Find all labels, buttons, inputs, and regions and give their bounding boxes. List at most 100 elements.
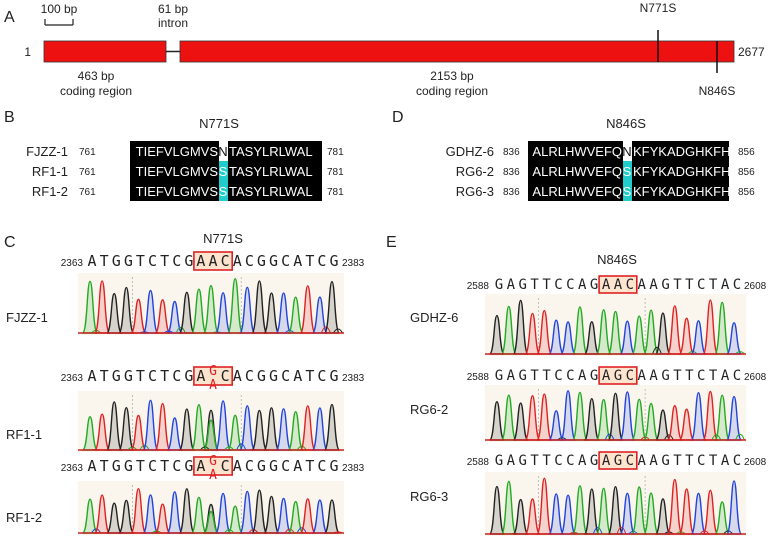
het-base-bottom: A — [209, 468, 217, 483]
trace-peak-A — [81, 280, 99, 334]
trace-peak-C — [311, 407, 329, 451]
base-letter: T — [673, 368, 682, 384]
base-letter: T — [160, 252, 169, 270]
base-letter: C — [566, 277, 574, 293]
base-letter: G — [330, 457, 339, 475]
codon-letter: A — [602, 453, 611, 469]
base-letter: C — [733, 453, 741, 469]
residues-right: TASYLRLWAL — [229, 184, 313, 199]
base-letter: G — [257, 252, 266, 270]
codon-letter: G — [614, 368, 622, 384]
trace-peak-C — [548, 319, 565, 355]
trace-noise — [652, 346, 662, 355]
trace-peak-C — [142, 289, 159, 334]
base-letter: A — [578, 277, 587, 293]
trace-peak-A — [190, 288, 208, 334]
trace-peak-T — [678, 408, 695, 441]
trace-peak-G — [583, 321, 600, 355]
base-letter: G — [124, 457, 133, 475]
exon-2 — [179, 40, 735, 63]
trace-peak-T — [93, 280, 111, 334]
exon-1-desc: coding region — [60, 84, 132, 98]
base-letter: T — [305, 457, 314, 475]
panel-label-e: E — [386, 234, 397, 251]
intron-label: intron — [158, 16, 188, 30]
trace-peak-G — [654, 312, 671, 355]
base-letter: C — [148, 367, 157, 385]
mutant-residue-highlight — [623, 181, 632, 201]
trace-peak-G — [118, 406, 135, 451]
residues-left: ALRLHWVEFQ — [532, 164, 622, 179]
trace-peak-C — [619, 391, 636, 441]
residues-right: KFYKADGHKFH — [633, 144, 731, 159]
trace-peak-T — [678, 488, 695, 535]
trace-peak-T — [678, 317, 695, 355]
codon-box — [598, 275, 638, 294]
codon-letter: C — [221, 367, 230, 385]
base-letter: C — [317, 367, 326, 385]
nucleotide-end: 2608 — [744, 457, 767, 468]
trace-noise — [711, 434, 722, 441]
trace-peak-T — [536, 393, 553, 441]
trace-peak-T — [702, 489, 719, 535]
panel-label-c: C — [4, 234, 16, 251]
base-letter: A — [638, 277, 647, 293]
sample-label: GDHZ-6 — [410, 310, 458, 325]
trace-peak-T — [299, 285, 316, 334]
residue-site: N — [218, 144, 227, 159]
trace-noise — [333, 328, 343, 334]
trace-noise — [320, 326, 331, 334]
trace-peak-G — [323, 280, 341, 334]
nucleotide-start: 2363 — [61, 463, 84, 474]
trace-peak-G — [251, 409, 268, 451]
trace-peak-A — [227, 505, 244, 534]
trace-peak-G — [106, 292, 123, 334]
base-letter: C — [245, 367, 254, 385]
base-letter: G — [661, 453, 669, 469]
trace-peak-T — [93, 413, 111, 451]
base-letter: G — [184, 457, 193, 475]
base-letter: C — [566, 453, 574, 469]
base-letter: T — [100, 457, 109, 475]
residues-left: TIEFVLGMVS — [136, 144, 219, 159]
base-letter: A — [649, 368, 658, 384]
base-letter: G — [330, 367, 339, 385]
base-letter: C — [697, 368, 705, 384]
base-letter: T — [100, 367, 109, 385]
trace-peak-C — [239, 490, 256, 534]
scale-bar-label: 100 bp — [41, 2, 78, 16]
residues-left: ALRLHWVEFQ — [532, 144, 622, 159]
trace-peak-G — [251, 489, 268, 534]
trace-peak-C — [690, 320, 707, 355]
base-letter: T — [136, 252, 145, 270]
base-letter: A — [578, 453, 587, 469]
sample-label: RF1-2 — [32, 184, 68, 199]
trace-peak-T — [702, 299, 719, 355]
codon-box — [193, 251, 233, 271]
trace-peak-G — [323, 403, 341, 451]
residues-right: KFYKADGHKFH — [633, 184, 731, 199]
base-letter: C — [566, 368, 574, 384]
trace-peak-A — [571, 306, 588, 355]
base-letter: T — [709, 368, 718, 384]
trace-peak-C — [726, 395, 743, 441]
residue-start: 836 — [503, 167, 520, 178]
nucleotide-start: 2363 — [61, 373, 84, 384]
trace-peak-A — [81, 416, 99, 451]
trace-peak-G — [583, 488, 600, 535]
base-letter: A — [233, 367, 242, 385]
residue-end: 856 — [738, 167, 755, 178]
base-letter: A — [88, 367, 97, 385]
base-letter: G — [184, 367, 193, 385]
base-letter: A — [507, 453, 516, 469]
panel-label-a: A — [4, 9, 15, 26]
trace-peak-C — [726, 480, 743, 535]
residue-site: S — [623, 184, 632, 199]
base-letter: C — [148, 457, 157, 475]
trace-peak-C — [166, 491, 183, 534]
